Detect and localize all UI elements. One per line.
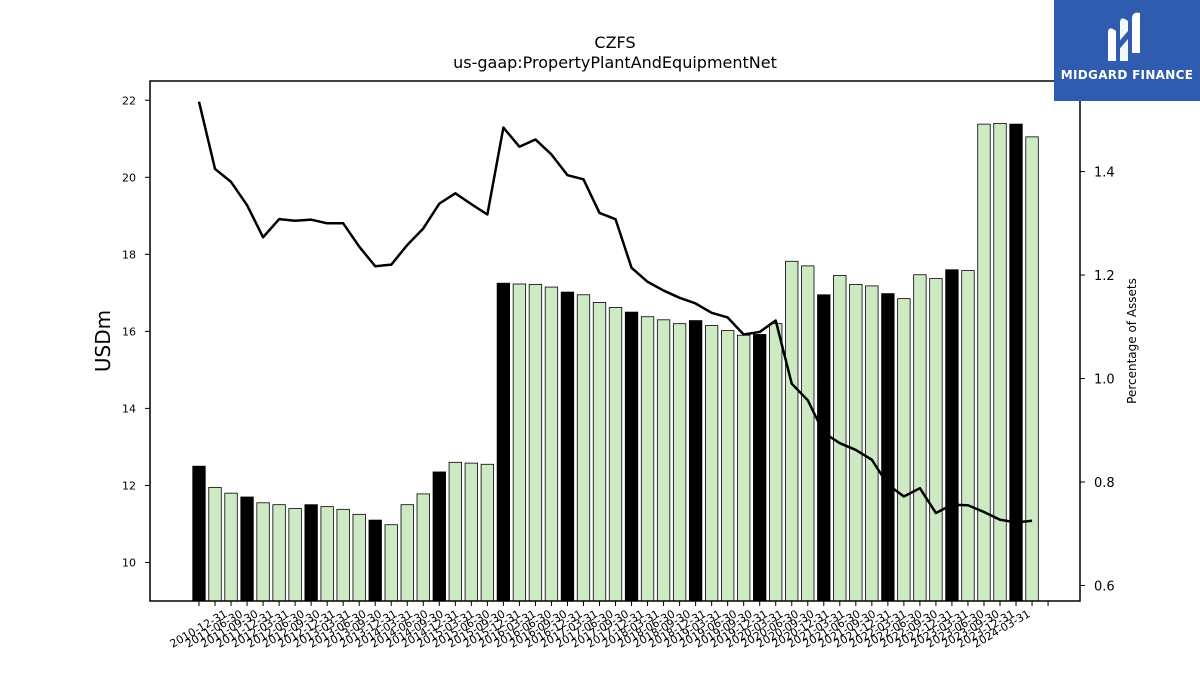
y-axis-label: USDm: [91, 310, 115, 372]
y2-tick-label: 0.8: [1094, 476, 1115, 491]
bar: [352, 513, 366, 602]
y-tick-label: 10: [122, 556, 136, 569]
bar: [496, 282, 511, 602]
y-tick-label: 16: [122, 325, 136, 338]
bar: [961, 270, 975, 602]
y-tick-label: 20: [122, 171, 136, 184]
bar: [849, 283, 863, 602]
bar: [560, 291, 575, 602]
y2-axis-label: Percentage of Assets: [1125, 278, 1139, 404]
bar: [192, 465, 206, 602]
bar: [304, 504, 318, 602]
plot-frame: [149, 80, 1081, 602]
bar: [272, 504, 286, 602]
bar: [704, 325, 719, 602]
chart-subtitle: us-gaap:PropertyPlantAndEquipmentNet: [453, 53, 777, 72]
bar: [416, 493, 430, 602]
y2-axis: 0.6 0.8 1.0 1.2 1.4: [1080, 166, 1115, 594]
x-axis: 2010-12-312011-06-302011-09-302011-12-31…: [168, 601, 1049, 651]
bar: [448, 461, 462, 602]
bar: [785, 260, 799, 602]
bar: [688, 320, 703, 602]
bar: [929, 278, 943, 602]
bar: [432, 471, 446, 602]
line-series: [197, 101, 1033, 524]
brand-name: MIDGARD FINANCE: [1060, 68, 1194, 82]
y-tick-label: 18: [122, 248, 136, 261]
y-tick-label: 14: [122, 402, 136, 415]
bar: [384, 524, 398, 602]
y-tick-label: 22: [122, 94, 136, 107]
bar-series: [192, 122, 1039, 602]
bar: [480, 463, 495, 602]
bar: [865, 285, 879, 602]
bar: [897, 298, 911, 602]
bar: [737, 334, 751, 602]
bar: [977, 123, 991, 602]
bar: [1009, 123, 1023, 602]
y-axis: 10 12 14 16 18 20 22: [122, 94, 150, 569]
y2-tick-label: 0.6: [1094, 579, 1115, 594]
bar: [753, 334, 767, 602]
bar: [544, 286, 559, 602]
bar: [881, 293, 895, 602]
bar: [769, 323, 783, 602]
bar: [320, 506, 334, 602]
bar: [640, 316, 655, 602]
bar: [817, 294, 831, 602]
y2-tick-label: 1.0: [1094, 373, 1115, 388]
bar: [400, 504, 414, 602]
bar: [624, 311, 639, 602]
bar: [512, 283, 527, 602]
bar: [576, 294, 591, 602]
bar: [945, 269, 959, 602]
bar: [801, 265, 815, 602]
y2-tick-label: 1.2: [1094, 269, 1115, 284]
bar: [464, 462, 478, 602]
bar: [208, 486, 222, 602]
bar: [288, 508, 302, 602]
bar: [592, 302, 607, 602]
brand-logo: MIDGARD FINANCE: [1054, 0, 1200, 101]
bar: [336, 508, 350, 602]
bar: [913, 274, 927, 602]
bar: [656, 319, 671, 602]
bar: [224, 492, 238, 602]
bar: [993, 122, 1007, 602]
bar: [368, 519, 382, 602]
bar: [672, 323, 687, 602]
bar: [256, 502, 270, 602]
chart-title: CZFS: [594, 33, 635, 52]
bar: [240, 496, 254, 602]
bar: [833, 275, 847, 602]
bar: [721, 330, 735, 602]
bar: [1025, 136, 1039, 602]
midgard-m-icon: [1108, 12, 1140, 61]
y-tick-label: 12: [122, 479, 136, 492]
y2-tick-label: 1.4: [1094, 166, 1115, 181]
bar: [528, 283, 543, 602]
bar: [608, 307, 623, 602]
percentage-line: [197, 101, 1033, 524]
